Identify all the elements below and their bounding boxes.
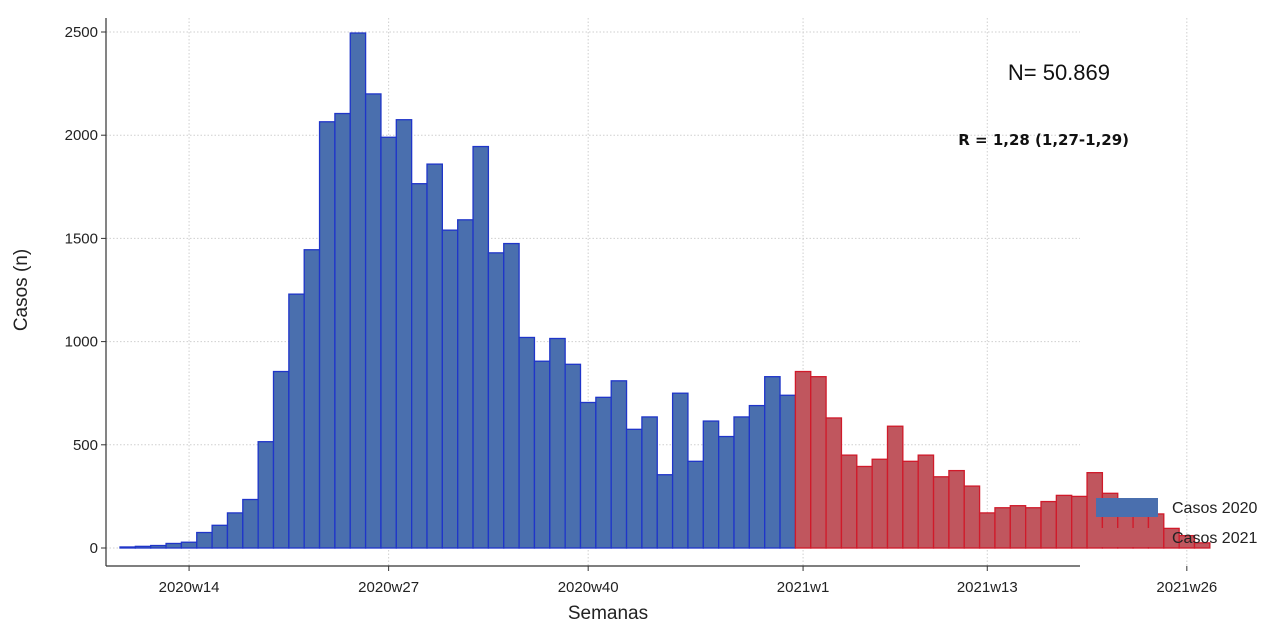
x-tick-label: 2020w14 bbox=[159, 579, 220, 596]
bar-2021w4 bbox=[840, 454, 858, 549]
bar-2020w19 bbox=[257, 441, 275, 549]
legend: Casos 2020 Casos 2021 bbox=[1096, 498, 1257, 547]
x-tick-label: 2021w1 bbox=[777, 579, 830, 596]
bar-2020w42 bbox=[610, 380, 628, 549]
bar-2020w44 bbox=[641, 416, 658, 549]
bar-2020w35 bbox=[503, 242, 520, 549]
bar-2020w53 bbox=[779, 394, 797, 549]
bar-2020w49 bbox=[718, 435, 735, 549]
x-tick-label: 2020w27 bbox=[358, 579, 419, 596]
bar-2020w41 bbox=[595, 396, 612, 549]
x-axis-label: Semanas bbox=[568, 603, 648, 624]
bar-2020w25 bbox=[349, 32, 367, 549]
bar-2021w13 bbox=[978, 512, 996, 549]
bar-2020w46 bbox=[671, 392, 689, 549]
bar-2020w13 bbox=[165, 542, 183, 549]
bar-2020w10 bbox=[119, 546, 137, 549]
bar-2021w19 bbox=[1071, 495, 1088, 549]
bar-2021w5 bbox=[856, 465, 873, 549]
bar-2021w17 bbox=[1040, 500, 1058, 549]
bar-2020w48 bbox=[702, 420, 720, 549]
r-annotation: R = 1,28 (1,27-1,29) bbox=[958, 131, 1129, 149]
bar-2020w15 bbox=[196, 531, 213, 549]
bar-2020w47 bbox=[687, 460, 704, 549]
bar-2021w8 bbox=[902, 460, 919, 549]
legend-label-2021: Casos 2021 bbox=[1172, 530, 1257, 547]
bar-2020w16 bbox=[211, 524, 229, 549]
legend-swatch-2021 bbox=[1096, 528, 1158, 547]
y-tick-label: 2000 bbox=[65, 127, 98, 144]
bar-2021w9 bbox=[917, 454, 935, 549]
bar-2020w34 bbox=[487, 252, 505, 549]
x-tick-label: 2021w13 bbox=[957, 579, 1018, 596]
bar-2020w28 bbox=[395, 119, 413, 549]
legend-label-2020: Casos 2020 bbox=[1172, 500, 1257, 517]
bar-2020w39 bbox=[564, 363, 582, 549]
bars bbox=[119, 32, 1211, 549]
bar-2021w12 bbox=[963, 485, 981, 549]
bar-2020w22 bbox=[303, 249, 321, 549]
y-tick-label: 2500 bbox=[65, 24, 98, 41]
bar-2020w24 bbox=[334, 112, 351, 549]
bar-2020w20 bbox=[272, 370, 290, 549]
bar-2020w33 bbox=[472, 145, 490, 549]
bar-2020w32 bbox=[457, 219, 474, 549]
bar-2020w31 bbox=[441, 229, 459, 549]
bar-2020w50 bbox=[733, 416, 751, 549]
bar-2021w1 bbox=[794, 370, 812, 549]
bar-2021w2 bbox=[810, 376, 827, 549]
bar-2021w3 bbox=[825, 417, 843, 549]
bar-2021w6 bbox=[871, 458, 889, 549]
bar-2020w17 bbox=[226, 512, 244, 549]
x-tick-label: 2020w40 bbox=[558, 579, 619, 596]
bar-2021w7 bbox=[886, 425, 904, 549]
bar-2020w43 bbox=[625, 428, 643, 549]
bar-2021w27 bbox=[1193, 542, 1211, 549]
bar-2020w51 bbox=[748, 404, 766, 549]
bar-2020w45 bbox=[656, 474, 674, 549]
n-annotation: N= 50.869 bbox=[1008, 60, 1110, 85]
bar-2020w18 bbox=[242, 498, 259, 549]
bar-2020w52 bbox=[764, 376, 781, 549]
bar-2020w37 bbox=[533, 360, 551, 549]
bar-2020w14 bbox=[180, 541, 198, 549]
bar-2020w36 bbox=[518, 336, 536, 549]
y-tick-label: 1500 bbox=[65, 230, 98, 247]
legend-swatch-2020 bbox=[1096, 498, 1158, 517]
bar-2021w26 bbox=[1178, 534, 1196, 549]
y-tick-label: 500 bbox=[73, 437, 98, 454]
y-axis-label: Casos (n) bbox=[11, 249, 32, 331]
bar-2020w38 bbox=[549, 337, 566, 549]
bar-2020w29 bbox=[410, 183, 428, 549]
bar-2020w30 bbox=[426, 163, 444, 549]
bar-2020w23 bbox=[318, 121, 336, 549]
bar-2020w26 bbox=[364, 93, 382, 549]
bar-2021w18 bbox=[1055, 494, 1073, 549]
bar-2021w11 bbox=[948, 469, 965, 549]
x-ticks: 2020w14 2020w27 2020w40 2021w1 2021w13 2021w2… bbox=[159, 566, 1217, 596]
bar-2020w12 bbox=[150, 544, 167, 549]
y-ticks: 0 500 1000 1500 2000 2500 bbox=[65, 24, 106, 557]
bar-2021w10 bbox=[932, 476, 950, 549]
y-tick-label: 1000 bbox=[65, 334, 98, 351]
axes bbox=[105, 18, 1080, 567]
bar-2020w27 bbox=[380, 136, 397, 549]
bar-2021w15 bbox=[1009, 505, 1027, 549]
x-tick-label: 2021w26 bbox=[1156, 579, 1217, 596]
bar-2020w40 bbox=[579, 401, 597, 549]
bar-2021w16 bbox=[1025, 507, 1042, 549]
bar-2020w21 bbox=[288, 293, 305, 549]
bar-2020w11 bbox=[134, 545, 152, 549]
y-tick-label: 0 bbox=[90, 540, 98, 557]
bar-2021w14 bbox=[994, 507, 1011, 549]
